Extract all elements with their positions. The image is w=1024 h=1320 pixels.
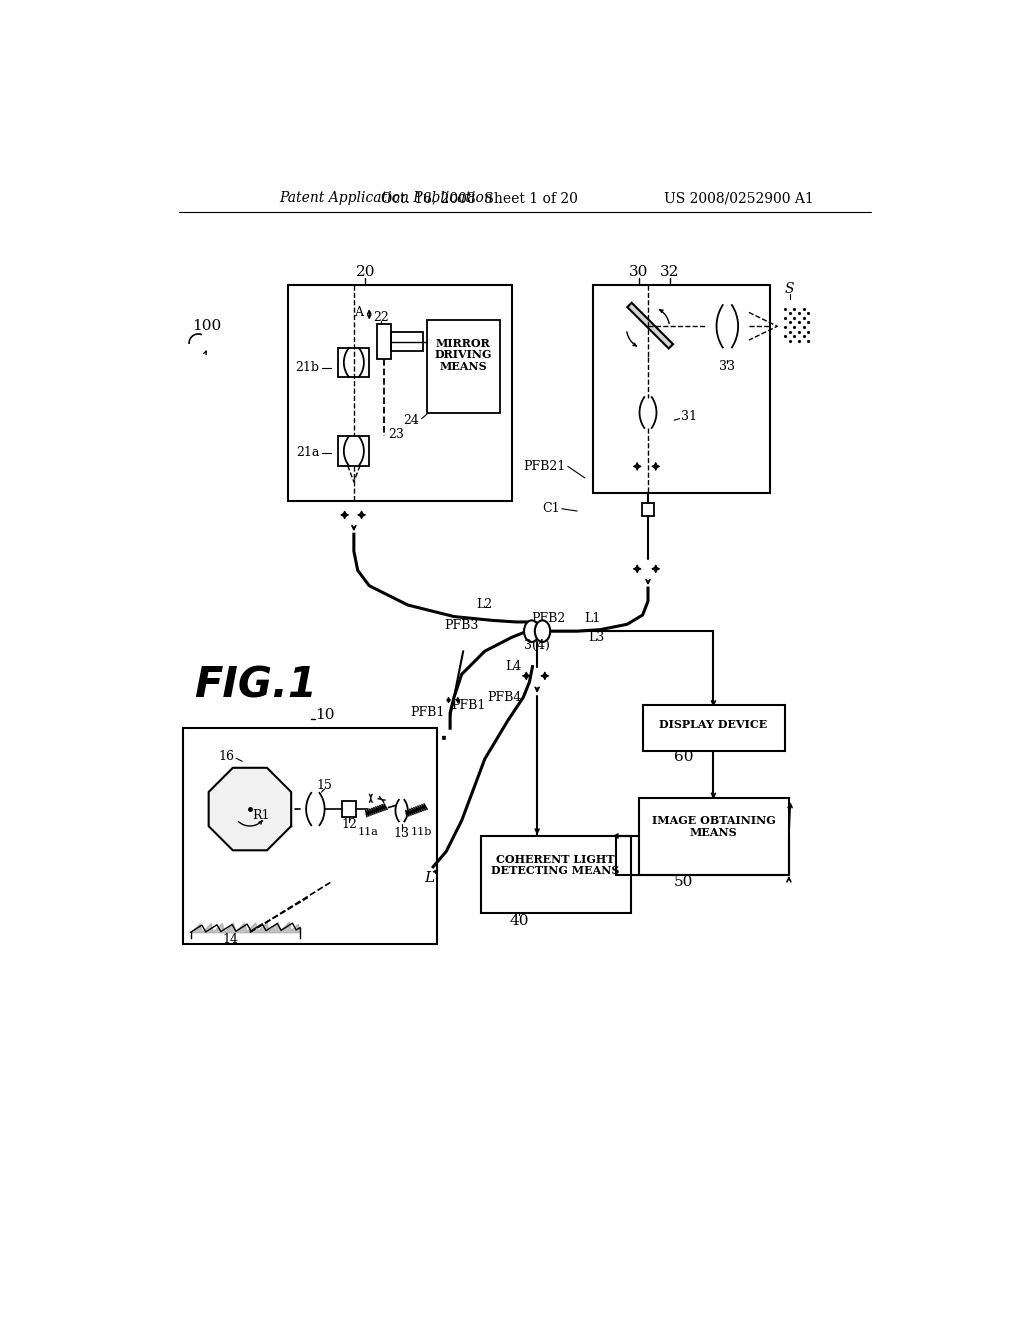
Text: DRIVING: DRIVING — [434, 350, 492, 360]
Text: PFB1: PFB1 — [411, 706, 444, 719]
Text: DETECTING MEANS: DETECTING MEANS — [492, 865, 620, 876]
Bar — [391, 331, 423, 351]
Text: 11b: 11b — [411, 828, 432, 837]
Ellipse shape — [524, 620, 540, 642]
Text: MEANS: MEANS — [689, 826, 737, 838]
Text: 23: 23 — [388, 428, 403, 441]
Text: 22: 22 — [373, 312, 389, 325]
Text: 60: 60 — [674, 751, 693, 764]
Bar — [377, 323, 391, 359]
Text: US 2008/0252900 A1: US 2008/0252900 A1 — [664, 191, 814, 206]
Text: Patent Application Publication: Patent Application Publication — [280, 191, 493, 206]
Polygon shape — [628, 302, 673, 348]
Polygon shape — [406, 804, 427, 817]
Text: IMAGE OBTAINING: IMAGE OBTAINING — [651, 814, 775, 826]
Text: PFB3: PFB3 — [444, 619, 479, 632]
Text: L1: L1 — [585, 612, 601, 626]
Text: 12: 12 — [341, 818, 357, 832]
Bar — [481, 836, 631, 913]
Text: 50: 50 — [674, 875, 693, 890]
Text: MEANS: MEANS — [439, 360, 487, 372]
Bar — [639, 797, 788, 874]
Polygon shape — [366, 804, 387, 817]
Text: 100: 100 — [193, 319, 221, 333]
Text: PFB21: PFB21 — [523, 459, 565, 473]
Text: 32: 32 — [659, 265, 679, 280]
Bar — [339, 348, 370, 378]
Text: 3(4): 3(4) — [524, 639, 550, 652]
Text: 14: 14 — [222, 933, 239, 946]
Text: PFB4: PFB4 — [487, 690, 521, 704]
Bar — [643, 705, 785, 751]
Text: PFB2: PFB2 — [531, 612, 565, 626]
Bar — [289, 285, 512, 502]
Text: L: L — [425, 871, 435, 886]
Ellipse shape — [535, 620, 550, 642]
Polygon shape — [209, 768, 291, 850]
Text: 20: 20 — [355, 265, 375, 280]
Text: L3: L3 — [589, 631, 605, 644]
Text: L2: L2 — [477, 598, 493, 611]
Text: 16: 16 — [218, 750, 234, 763]
Text: 13: 13 — [393, 828, 410, 841]
Bar — [183, 729, 437, 944]
Bar — [342, 801, 356, 817]
Text: 11a: 11a — [357, 828, 378, 837]
Text: DISPLAY DEVICE: DISPLAY DEVICE — [659, 719, 768, 730]
Text: S: S — [784, 282, 794, 296]
Bar — [593, 285, 770, 494]
Text: 30: 30 — [629, 265, 648, 280]
Text: R1: R1 — [253, 809, 270, 822]
Text: 24: 24 — [403, 413, 419, 426]
Text: C1: C1 — [542, 502, 559, 515]
Text: Oct. 16, 2008  Sheet 1 of 20: Oct. 16, 2008 Sheet 1 of 20 — [381, 191, 578, 206]
Text: PFB1: PFB1 — [452, 698, 486, 711]
Bar — [427, 321, 500, 413]
Text: 10: 10 — [315, 708, 335, 722]
Text: 33: 33 — [719, 360, 735, 372]
Text: A: A — [354, 306, 364, 319]
Text: COHERENT LIGHT: COHERENT LIGHT — [497, 854, 614, 865]
Text: 31: 31 — [681, 409, 697, 422]
Text: FIG.1: FIG.1 — [194, 665, 316, 706]
Text: 21a: 21a — [296, 446, 319, 459]
Text: MIRROR: MIRROR — [436, 338, 490, 348]
Text: 40: 40 — [510, 913, 529, 928]
Text: L4: L4 — [506, 660, 521, 673]
Text: 15: 15 — [316, 779, 333, 792]
Bar — [642, 503, 654, 516]
Text: 21b: 21b — [295, 362, 319, 375]
Bar — [339, 437, 370, 466]
